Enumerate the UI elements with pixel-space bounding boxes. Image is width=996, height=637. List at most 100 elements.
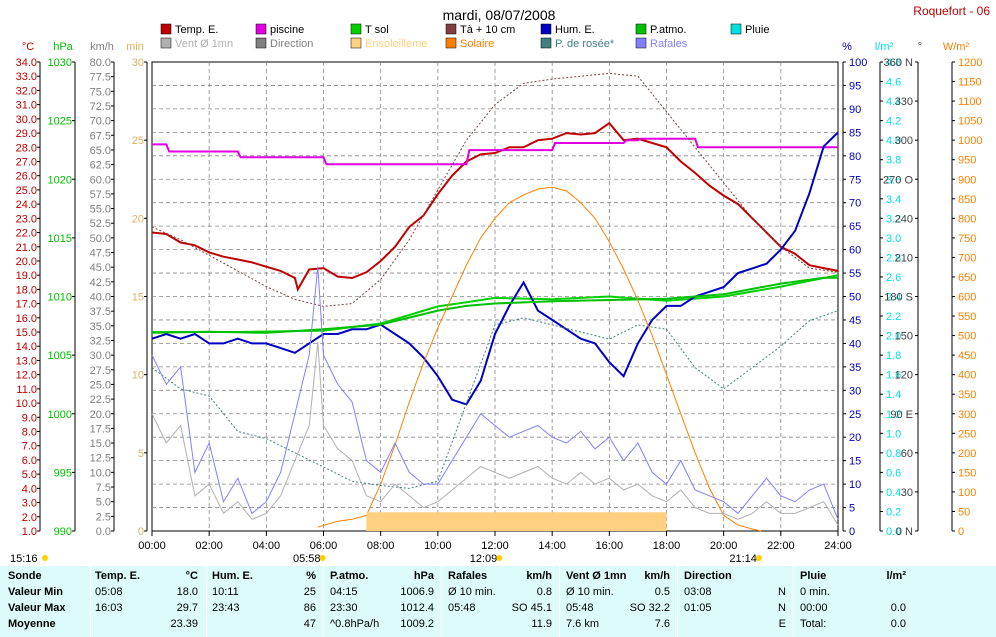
tick-label: 800 [958,213,976,225]
tick-label: 2.2 [886,311,901,323]
summary-cell: 0.5 [654,586,670,598]
tick-label: 0 [849,526,855,538]
tick-label: 12.5 [90,453,111,465]
summary-table: Sonde Temp. E. °C Hum. E.% P.atmo. hPa Rafales… [0,566,996,637]
tick-label: 15 [132,292,144,304]
summary-cell: 23:43 [212,602,240,614]
tick-label: 900 [958,174,976,186]
tick-label: 62.5 [90,160,111,172]
start-time: 15:16 [10,553,38,565]
tick-label: 5.0 [22,469,37,481]
legend-label: Temp. E. [175,24,218,36]
legend-label: Ensoleilleme [365,38,427,50]
tick-label: 77.5 [90,72,111,84]
summary-cell: 0 min. [800,586,830,598]
summary-cell: Valeur Min [8,586,64,598]
tick-label: 60 [901,448,913,460]
tick-label: 75.0 [90,86,111,98]
tick-label: 27.0 [16,156,37,168]
series-temp-e [151,121,839,293]
summary-header-cell: hPa [413,570,434,582]
tick-label: 5 [138,448,144,460]
tick-label: 950 [958,155,976,167]
tick-label: 25 [849,409,861,421]
x-tick-label: 14:00 [538,540,566,552]
summary-header-cell: km/h [644,570,670,582]
tick-label: 3.0 [22,498,37,510]
legend-label: Vent Ø 1mn [175,38,233,50]
tick-label: 30 [901,487,913,499]
tick-label: 350 [958,389,976,401]
tick-label: 1015 [48,233,72,245]
summary-cell: 1009.2 [400,618,434,630]
x-tick-label: 24:00 [824,540,852,552]
summary-cell: 00:00 [800,602,828,614]
column-separator [793,566,794,637]
legend-swatch [160,23,172,35]
tick-label: 1000 [958,135,982,147]
summary-cell: SO 32.2 [629,602,670,614]
tick-label: 1.0 [22,526,37,538]
tick-label: 50 [958,506,970,518]
tick-label: 14.0 [16,341,37,353]
tick-label: 25 [132,135,144,147]
summary-cell: 0.0 [890,602,906,614]
tick-label: 150 [895,331,913,343]
series-piscine [152,137,838,166]
sunrise-time: 05:58 [293,553,321,565]
tick-label: 360 N [884,57,913,69]
column-separator [90,566,91,637]
tick-label: 0.2 [886,506,901,518]
summary-header-cell: Direction [684,570,732,582]
tick-label: 17.0 [16,299,37,311]
tick-label: 22.5 [90,394,111,406]
tick-label: 17.5 [90,423,111,435]
tick-label: 2.6 [886,272,901,284]
tick-label: 22.0 [16,228,37,240]
x-tick-label: 18:00 [653,540,681,552]
summary-cell: 01:05 [684,602,712,614]
summary-header-cell: Temp. E. [95,570,141,582]
tick-label: 13.0 [16,355,37,367]
tick-label: 70.0 [90,116,111,128]
chart-legend: Temp. E. piscine T sol Tà + 10 cm Hum. E. P.a… [160,23,769,50]
x-tick-label: 16:00 [596,540,624,552]
summary-cell: 1006.9 [400,586,434,598]
axis-unit: km/h [90,41,114,53]
tick-label: 3.4 [886,194,901,206]
summary-cell: 10:11 [212,586,239,598]
tick-label: 1.8 [886,350,901,362]
tick-label: 750 [958,233,976,245]
tick-label: 4.0 [22,483,37,495]
tick-label: 30 [849,385,861,397]
tick-label: 100 [958,487,976,499]
tick-label: 4.2 [886,116,901,128]
summary-header-cell: P.atmo. [330,570,369,582]
chart-series [151,72,839,532]
tick-label: 37.5 [90,306,111,318]
tick-label: 1010 [48,292,72,304]
legend-swatch [445,23,457,35]
axis-unit: min [126,41,144,53]
tick-label: 20.0 [90,409,111,421]
summary-cell: 04:15 [330,586,358,598]
axis-unit: l/m² [875,41,894,53]
summary-header-cell: Pluie [800,570,827,582]
tick-label: 33.0 [16,71,37,83]
series-ensoleilleme [366,512,667,531]
noon-time: 12:09 [470,553,498,565]
x-tick-label: 22:00 [767,540,795,552]
tick-label: 1030 [48,57,72,69]
event-markers: 15:16 05:58 12:09 21:14 [10,553,762,565]
tick-label: 16.0 [16,313,37,325]
tick-label: 18.0 [16,284,37,296]
legend-swatch [730,23,742,35]
tick-label: 85 [849,127,861,139]
summary-cell: 11.9 [531,618,552,630]
summary-cell: 1012.4 [400,602,434,614]
tick-label: 26.0 [16,171,37,183]
tick-label: 65.0 [90,145,111,157]
summary-cell: 0.8 [536,586,552,598]
tick-label: 29.0 [16,128,37,140]
tick-label: 500 [958,331,976,343]
